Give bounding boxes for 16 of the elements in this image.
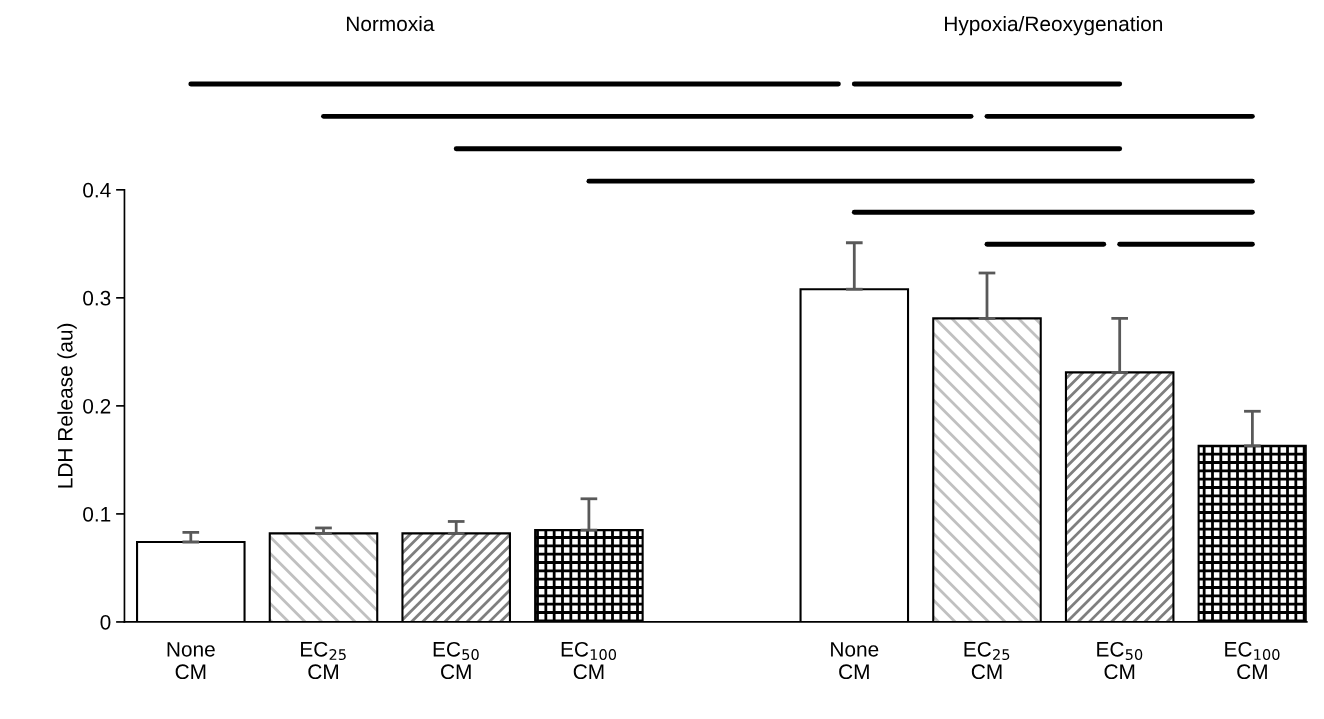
y-axis-title: LDH Release (au) [57, 323, 77, 488]
y-tick-label: 0.4 [83, 182, 111, 198]
text: Normoxia [346, 15, 435, 32]
x-tick-label: None CM [831, 642, 879, 680]
x-tick-label: EC$_{25}$ CM [301, 641, 346, 680]
x-tick-label: EC$_{50}$ CM [433, 641, 479, 680]
x-tick-label: EC$_{25}$ CM [964, 641, 1010, 680]
x-tick-label: EC$_{100}$ CM [561, 641, 617, 680]
y-tick-label: 0.2 [83, 398, 111, 414]
x-tick-label: EC$_{100}$ CM [1225, 641, 1280, 680]
y-tick-label: 0.1 [83, 506, 111, 522]
y-tick-label: 0 [100, 614, 111, 630]
text: Hypoxia/Reoxygenation [945, 15, 1163, 36]
x-tick-label: None CM [167, 642, 215, 680]
y-tick-label: 0.3 [83, 290, 111, 306]
x-tick-label: EC$_{50}$ CM [1097, 641, 1143, 680]
